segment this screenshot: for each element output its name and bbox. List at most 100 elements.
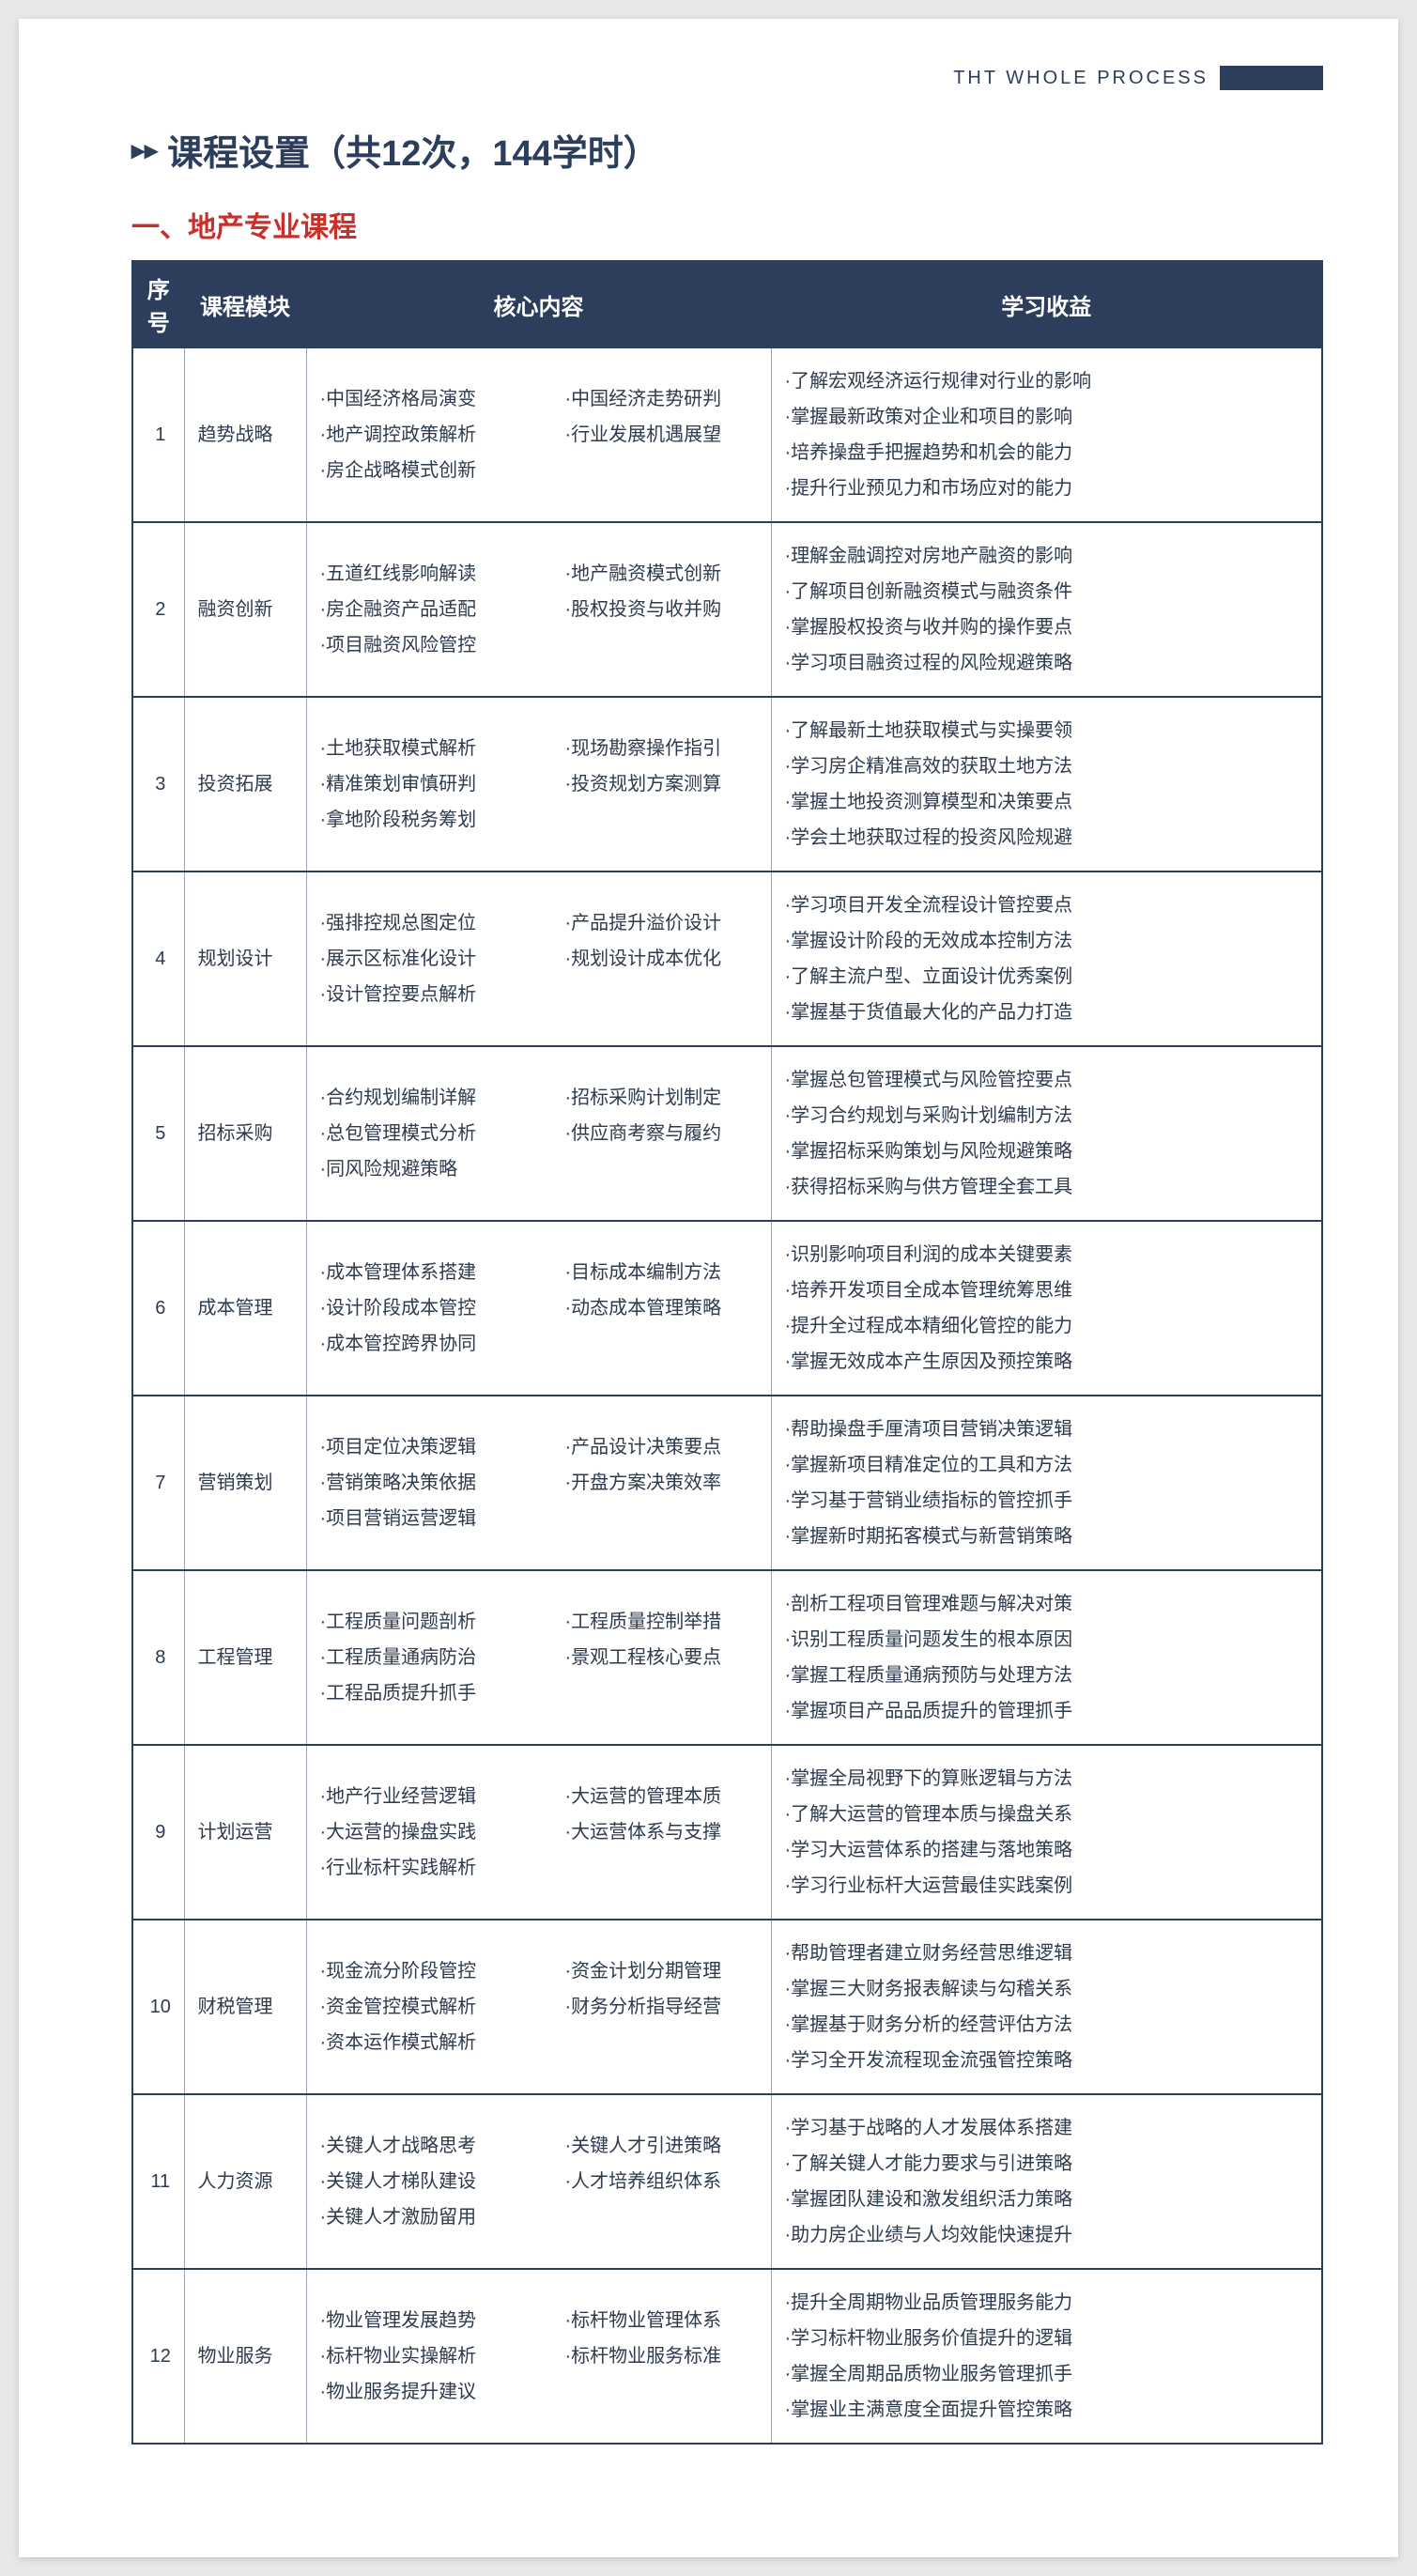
core-item: ·工程质量问题剖析 (320, 1604, 537, 1640)
benefit-item: ·剖析工程项目管理难题与解决对策 (785, 1586, 1313, 1622)
cell-index: 11 (132, 2094, 184, 2269)
core-item: ·关键人才战略思考 (320, 2128, 537, 2164)
cell-index: 7 (132, 1396, 184, 1570)
core-item: ·投资规划方案测算 (565, 766, 762, 802)
table-header-row: 序号 课程模块 核心内容 学习收益 (132, 261, 1322, 347)
cell-index: 12 (132, 2269, 184, 2444)
cell-index: 1 (132, 347, 184, 522)
cell-core: ·物业管理发展趋势·标杆物业实操解析·物业服务提升建议·标杆物业管理体系·标杆物… (306, 2269, 771, 2444)
table-row: 6成本管理·成本管理体系搭建·设计阶段成本管控·成本管控跨界协同·目标成本编制方… (132, 1221, 1322, 1396)
benefit-item: ·掌握基于货值最大化的产品力打造 (785, 995, 1313, 1030)
cell-benefit: ·了解最新土地获取模式与实操要领·学习房企精准高效的获取土地方法·掌握土地投资测… (771, 697, 1322, 872)
core-item: ·招标采购计划制定 (565, 1080, 762, 1116)
th-core: 核心内容 (306, 261, 771, 347)
core-item: ·大运营体系与支撑 (565, 1814, 762, 1850)
benefit-item: ·培养操盘手把握趋势和机会的能力 (785, 435, 1313, 470)
core-item: ·人才培养组织体系 (565, 2164, 762, 2199)
benefit-item: ·掌握新时期拓客模式与新营销策略 (785, 1519, 1313, 1554)
core-item: ·关键人才激励留用 (320, 2199, 537, 2235)
core-right-column: ·现场勘察操作指引·投资规划方案测算 (565, 731, 762, 838)
benefit-item: ·掌握工程质量通病预防与处理方法 (785, 1658, 1313, 1693)
section-heading: 一、地产专业课程 (131, 204, 1323, 245)
core-right-column: ·大运营的管理本质·大运营体系与支撑 (565, 1779, 762, 1886)
core-item: ·中国经济走势研判 (565, 381, 762, 417)
benefit-item: ·了解项目创新融资模式与融资条件 (785, 574, 1313, 609)
benefit-item: ·学习行业标杆大运营最佳实践案例 (785, 1868, 1313, 1904)
cell-core: ·现金流分阶段管控·资金管控模式解析·资本运作模式解析·资金计划分期管理·财务分… (306, 1920, 771, 2094)
core-item: ·资本运作模式解析 (320, 2025, 537, 2060)
core-item: ·项目定位决策逻辑 (320, 1429, 537, 1465)
core-item: ·标杆物业实操解析 (320, 2338, 537, 2374)
cell-module: 趋势战略 (184, 347, 306, 522)
core-right-column: ·产品提升溢价设计·规划设计成本优化 (565, 905, 762, 1012)
core-item: ·中国经济格局演变 (320, 381, 537, 417)
benefit-item: ·学习合约规划与采购计划编制方法 (785, 1098, 1313, 1134)
cell-core: ·关键人才战略思考·关键人才梯队建设·关键人才激励留用·关键人才引进策略·人才培… (306, 2094, 771, 2269)
core-item: ·工程质量控制举措 (565, 1604, 762, 1640)
cell-index: 9 (132, 1745, 184, 1920)
cell-core: ·五道红线影响解读·房企融资产品适配·项目融资风险管控·地产融资模式创新·股权投… (306, 522, 771, 697)
table-row: 12物业服务·物业管理发展趋势·标杆物业实操解析·物业服务提升建议·标杆物业管理… (132, 2269, 1322, 2444)
core-left-column: ·中国经济格局演变·地产调控政策解析·房企战略模式创新 (320, 381, 537, 488)
core-item: ·行业发展机遇展望 (565, 417, 762, 453)
core-item: ·物业管理发展趋势 (320, 2303, 537, 2338)
cell-module: 财税管理 (184, 1920, 306, 2094)
core-item: ·展示区标准化设计 (320, 941, 537, 977)
cell-module: 人力资源 (184, 2094, 306, 2269)
cell-core: ·合约规划编制详解·总包管理模式分析·同风险规避策略·招标采购计划制定·供应商考… (306, 1046, 771, 1221)
th-module: 课程模块 (184, 261, 306, 347)
core-left-column: ·地产行业经营逻辑·大运营的操盘实践·行业标杆实践解析 (320, 1779, 537, 1886)
core-item: ·现场勘察操作指引 (565, 731, 762, 766)
core-item: ·精准策划审慎研判 (320, 766, 537, 802)
core-item: ·项目营销运营逻辑 (320, 1501, 537, 1536)
cell-core: ·项目定位决策逻辑·营销策略决策依据·项目营销运营逻辑·产品设计决策要点·开盘方… (306, 1396, 771, 1570)
core-item: ·强排控规总图定位 (320, 905, 537, 941)
cell-module: 招标采购 (184, 1046, 306, 1221)
core-item: ·大运营的操盘实践 (320, 1814, 537, 1850)
core-left-column: ·工程质量问题剖析·工程质量通病防治·工程品质提升抓手 (320, 1604, 537, 1711)
core-item: ·资金管控模式解析 (320, 1989, 537, 2025)
core-item: ·地产行业经营逻辑 (320, 1779, 537, 1814)
core-item: ·同风险规避策略 (320, 1151, 537, 1187)
core-item: ·工程品质提升抓手 (320, 1675, 537, 1711)
benefit-item: ·提升行业预见力和市场应对的能力 (785, 470, 1313, 506)
cell-module: 成本管理 (184, 1221, 306, 1396)
core-left-column: ·五道红线影响解读·房企融资产品适配·项目融资风险管控 (320, 556, 537, 663)
core-item: ·财务分析指导经营 (565, 1989, 762, 2025)
core-item: ·成本管理体系搭建 (320, 1255, 537, 1290)
benefit-item: ·提升全周期物业品质管理服务能力 (785, 2285, 1313, 2321)
cell-module: 融资创新 (184, 522, 306, 697)
benefit-item: ·掌握基于财务分析的经营评估方法 (785, 2007, 1313, 2043)
cell-core: ·土地获取模式解析·精准策划审慎研判·拿地阶段税务筹划·现场勘察操作指引·投资规… (306, 697, 771, 872)
benefit-item: ·提升全过程成本精细化管控的能力 (785, 1308, 1313, 1344)
core-item: ·股权投资与收并购 (565, 592, 762, 627)
core-left-column: ·成本管理体系搭建·设计阶段成本管控·成本管控跨界协同 (320, 1255, 537, 1362)
table-body: 1趋势战略·中国经济格局演变·地产调控政策解析·房企战略模式创新 ·中国经济走势研… (132, 347, 1322, 2444)
benefit-item: ·掌握团队建设和激发组织活力策略 (785, 2182, 1313, 2217)
core-item: ·工程质量通病防治 (320, 1640, 537, 1675)
core-right-column: ·关键人才引进策略·人才培养组织体系 (565, 2128, 762, 2235)
table-row: 10财税管理·现金流分阶段管控·资金管控模式解析·资本运作模式解析·资金计划分期… (132, 1920, 1322, 2094)
page-title: ▸▸ 课程设置（共12次，144学时） (131, 124, 1323, 176)
table-row: 1趋势战略·中国经济格局演变·地产调控政策解析·房企战略模式创新 ·中国经济走势研… (132, 347, 1322, 522)
cell-index: 10 (132, 1920, 184, 2094)
benefit-item: ·掌握业主满意度全面提升管控策略 (785, 2392, 1313, 2428)
benefit-item: ·了解主流户型、立面设计优秀案例 (785, 959, 1313, 995)
cell-module: 投资拓展 (184, 697, 306, 872)
benefit-item: ·掌握总包管理模式与风险管控要点 (785, 1062, 1313, 1098)
core-right-column: ·资金计划分期管理·财务分析指导经营 (565, 1953, 762, 2060)
benefit-item: ·掌握全局视野下的算账逻辑与方法 (785, 1761, 1313, 1797)
table-row: 4规划设计·强排控规总图定位·展示区标准化设计·设计管控要点解析·产品提升溢价设… (132, 872, 1322, 1046)
benefit-item: ·学习基于营销业绩指标的管控抓手 (785, 1483, 1313, 1519)
benefit-item: ·掌握土地投资测算模型和决策要点 (785, 784, 1313, 820)
table-row: 3投资拓展·土地获取模式解析·精准策划审慎研判·拿地阶段税务筹划·现场勘察操作指… (132, 697, 1322, 872)
cell-benefit: ·掌握总包管理模式与风险管控要点·学习合约规划与采购计划编制方法·掌握招标采购策… (771, 1046, 1322, 1221)
benefit-item: ·获得招标采购与供方管理全套工具 (785, 1169, 1313, 1205)
core-item: ·地产调控政策解析 (320, 417, 537, 453)
cell-benefit: ·帮助操盘手厘清项目营销决策逻辑·掌握新项目精准定位的工具和方法·学习基于营销业… (771, 1396, 1322, 1570)
benefit-item: ·掌握新项目精准定位的工具和方法 (785, 1447, 1313, 1483)
cell-benefit: ·掌握全局视野下的算账逻辑与方法·了解大运营的管理本质与操盘关系·学习大运营体系… (771, 1745, 1322, 1920)
benefit-item: ·学会土地获取过程的投资风险规避 (785, 820, 1313, 856)
core-item: ·产品提升溢价设计 (565, 905, 762, 941)
benefit-item: ·帮助操盘手厘清项目营销决策逻辑 (785, 1411, 1313, 1447)
